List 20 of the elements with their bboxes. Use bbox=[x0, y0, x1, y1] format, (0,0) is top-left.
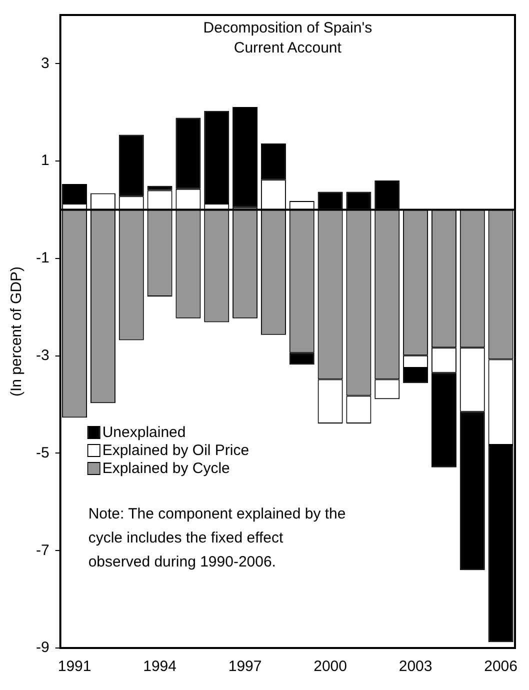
x-tick-label: 1997 bbox=[228, 658, 262, 676]
y-tick-label: 1 bbox=[40, 152, 50, 170]
legend-label: Unexplained bbox=[102, 424, 186, 442]
annotation: Note: The component explained by the cycle includes the fixed effect observed during 1990-2006. bbox=[88, 506, 346, 571]
x-tick-label: 1991 bbox=[58, 658, 92, 676]
bar bbox=[232, 107, 258, 208]
x-tick-label: 2003 bbox=[398, 658, 432, 676]
y-axis-title: (In percent of GDP) bbox=[8, 266, 26, 397]
y-tick-label: -7 bbox=[36, 542, 50, 559]
text: Decomposition of Spain's Current Account bbox=[203, 20, 372, 57]
x-tick-label: 2000 bbox=[314, 658, 347, 676]
y-tick-label: -3 bbox=[36, 346, 50, 364]
legend-label: Explained by Cycle bbox=[102, 460, 230, 478]
x-tick-label: 2006 bbox=[484, 658, 518, 676]
y-tick-label: -1 bbox=[36, 250, 50, 267]
x-tick-label: 1994 bbox=[143, 658, 176, 676]
y-tick-label: 3 bbox=[40, 54, 50, 72]
legend-label: Explained by Oil Price bbox=[102, 442, 250, 460]
y-tick-label: -9 bbox=[36, 639, 50, 656]
y-tick-label: -5 bbox=[36, 444, 50, 462]
